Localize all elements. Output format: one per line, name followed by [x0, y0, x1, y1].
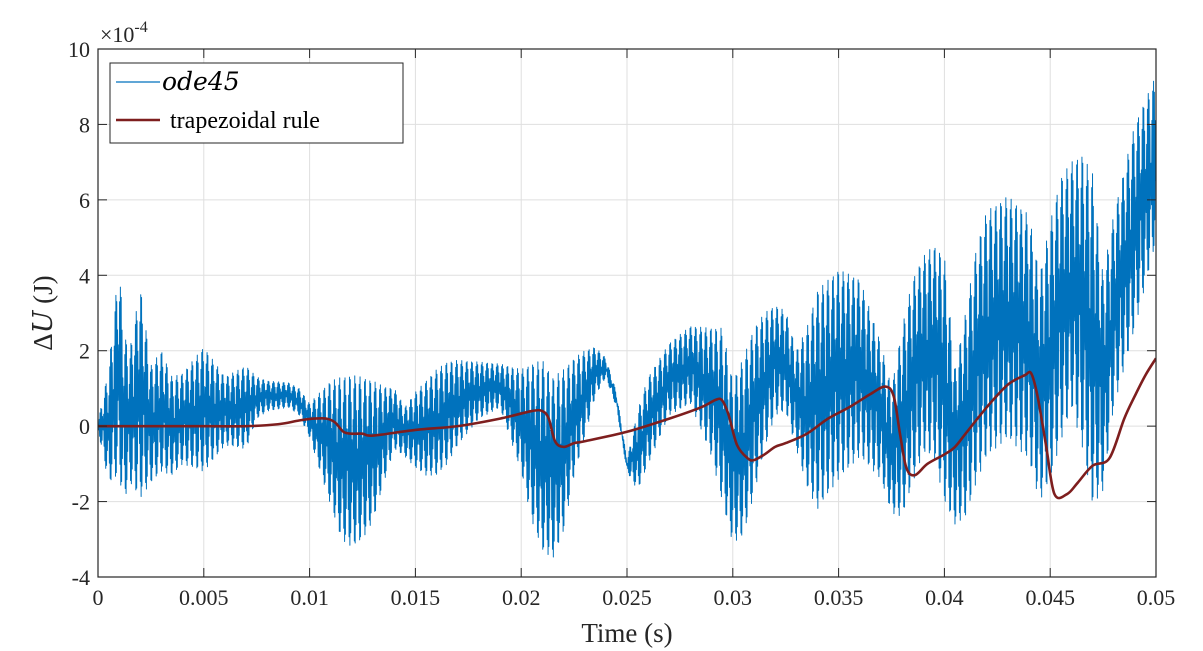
x-tick-label: 0.05	[1137, 585, 1176, 610]
y-tick-label: 10	[68, 37, 90, 62]
series-trapezoidal-line	[98, 357, 1156, 500]
x-tick-label: 0.03	[714, 585, 753, 610]
y-axis-label: ΔU (J)	[28, 275, 59, 350]
y-tick-label: 8	[79, 112, 90, 137]
legend-box	[109, 62, 404, 144]
y-exponent-label: ×10-4	[100, 19, 148, 47]
x-tick-label: 0.035	[814, 585, 864, 610]
y-tick-label: 2	[79, 339, 90, 364]
x-axis: 0 0.005 0.01 0.015 0.02 0.025 0.03 0.035 0.04 0.0…	[93, 49, 1176, 610]
y-tick-label: -2	[72, 490, 90, 515]
x-tick-label: 0.01	[290, 585, 329, 610]
legend-label-ode45: ode45	[162, 67, 240, 96]
x-tick-label: 0.04	[925, 585, 964, 610]
legend: ode45 trapezoidal rule	[109, 62, 404, 144]
y-axis: -4 -2 0 2 4 6 8 10	[68, 37, 1156, 590]
x-tick-label: 0.045	[1025, 585, 1075, 610]
y-tick-label: -4	[72, 565, 90, 590]
x-axis-label: Time (s)	[581, 618, 672, 648]
y-tick-label: 4	[79, 263, 90, 288]
series-ode45-line	[98, 80, 1156, 558]
x-tick-label: 0.02	[502, 585, 541, 610]
x-tick-label: 0.015	[391, 585, 441, 610]
legend-label-trapezoidal: trapezoidal rule	[170, 108, 320, 134]
y-axis-label-delta: Δ	[28, 333, 58, 350]
x-tick-label: 0.025	[602, 585, 652, 610]
x-tick-label: 0.005	[179, 585, 229, 610]
y-tick-label: 6	[79, 188, 90, 213]
series-layer	[98, 80, 1156, 558]
x-tick-label: 0	[93, 585, 104, 610]
y-axis-label-unit: (J)	[28, 275, 58, 310]
y-tick-label: 0	[79, 414, 90, 439]
svg-text:ΔU (J): ΔU (J)	[28, 275, 59, 350]
y-axis-label-var: U	[28, 309, 59, 333]
